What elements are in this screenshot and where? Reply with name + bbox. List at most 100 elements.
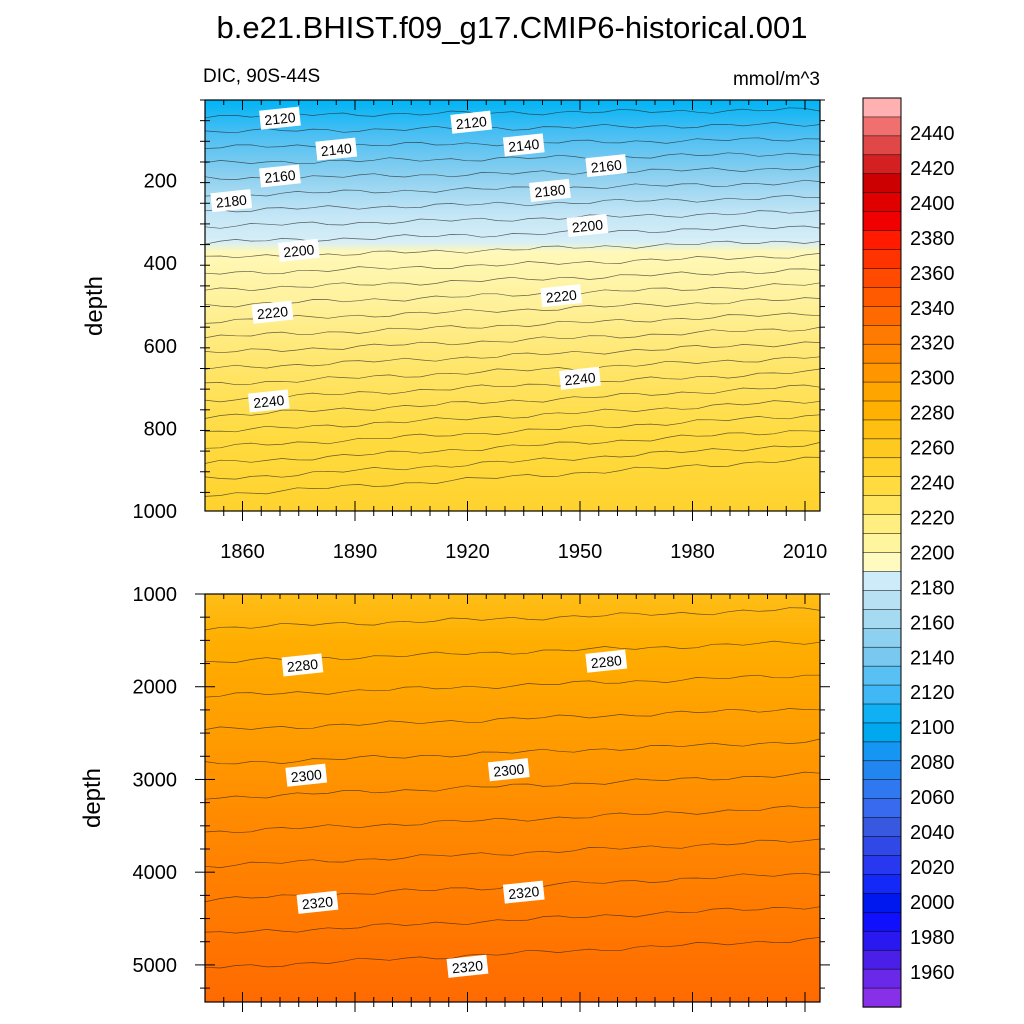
contour-label: 2180 [529,178,571,202]
colorbar-label: 1980 [910,927,955,949]
colorbar-label: 2260 [910,438,955,460]
contour-line [204,312,821,339]
y-tick-label: 2000 [133,677,178,699]
colorbar-swatch [862,514,902,535]
colorbar-swatch [862,684,902,705]
contour-label-box [529,178,571,202]
colorbar-swatch [862,874,902,895]
upper-panel: 2120214021602180220022202240212021402160… [81,99,827,563]
upper-y-axis-label: depth [81,276,108,336]
contour-line [204,297,821,324]
colorbar-swatch [862,931,902,951]
contour-label: 2300 [285,763,328,787]
colorbar-swatch [862,211,902,232]
contour-label-box [585,649,628,673]
contour-label-text: 2240 [564,369,597,388]
colorbar-swatch [862,381,902,402]
contour-line [204,194,821,213]
lower-contour-labels: 2280 2280 2300 2300 2320 2320 2320 [281,649,628,978]
contour-label-box [259,106,301,130]
colorbar-label: 2360 [910,263,955,285]
colorbar-label: 2020 [910,857,955,879]
contour-label-box [502,880,545,904]
colorbar-swatch [862,116,902,137]
colorbar-swatch [862,533,902,554]
colorbar-label: 2160 [910,612,955,634]
colorbar: 2440 2420 2400 2380 2360 2340 2320 2300 2280 2260… [862,97,955,1008]
contour-label-text: 2280 [286,656,319,675]
colorbar-swatch [862,779,902,800]
contour-label-text: 2300 [492,761,525,780]
contour-label: 2200 [566,213,609,238]
y-tick-label: 800 [144,418,177,440]
contour-label-text: 2140 [507,136,540,155]
contour-line [204,936,821,969]
contour-line [204,674,820,698]
contour-label: 2280 [585,649,628,673]
colorbar-swatch [862,173,902,194]
contour-label-text: 2120 [455,113,488,132]
contour-label: 2320 [446,954,489,978]
contour-line [204,152,821,165]
contour-line [204,210,821,229]
colorbar-swatch [862,855,902,876]
contour-label-box [566,213,609,238]
y-tick-label: 4000 [133,862,178,884]
colorbar-swatch [862,798,902,819]
colorbar-swatch [862,760,902,781]
contour-label: 2180 [210,189,253,213]
contour-label-box [559,366,601,390]
colorbar-swatch [862,457,902,478]
contour-label-text: 2300 [290,766,323,785]
contour-label-box [296,890,339,914]
lower-plot-field [205,594,820,1002]
contour-line [204,282,821,308]
contour-line [204,326,821,354]
contour-label: 2120 [450,110,493,134]
colorbar-swatch [862,628,902,648]
colorbar-label: 2120 [910,682,955,704]
contour-label: 2280 [281,653,324,677]
colorbar-swatch [862,722,902,743]
x-tick-label: 1980 [670,541,715,563]
colorbar-swatch [862,249,902,270]
colorbar-swatch [862,703,902,724]
contour-line [204,368,821,403]
contour-label-text: 2180 [534,181,567,200]
contour-line [204,356,821,386]
contour-label-text: 2220 [545,287,578,306]
colorbar-swatch [862,306,902,326]
contour-line [204,107,821,119]
upper-axis-ticks: 1860 1890 1920 1950 1980 2010 200 400 600 800 1000 [133,99,827,563]
contour-label-box [259,164,301,188]
colorbar-swatch [862,476,902,497]
lower-contour-lines [204,607,821,969]
contour-label-text: 2220 [256,303,289,322]
colorbar-label: 2440 [910,123,955,145]
colorbar-swatch [862,343,902,364]
contour-label: 2320 [502,880,545,904]
contour-label: 2140 [315,137,358,161]
contour-label-text: 2120 [264,109,297,128]
contour-line [204,906,821,934]
contour-label-box [450,110,493,134]
contour-label: 2240 [559,366,601,390]
colorbar-swatch [862,987,902,1008]
lower-y-axis-label: depth [79,768,106,828]
contour-label: 2120 [259,106,301,130]
contour-label: 2220 [540,284,583,308]
colorbar-swatch [862,552,902,573]
colorbar-swatch [862,325,902,345]
contour-label: 2220 [251,300,294,324]
contour-label: 2300 [487,758,530,782]
contour-line [204,268,821,292]
colorbar-swatch [862,665,902,686]
colorbar-label: 2140 [910,647,955,669]
colorbar-swatch [862,646,902,667]
contour-label-box [540,284,583,308]
colorbar-label: 2240 [910,473,955,495]
colorbar-swatch [862,949,902,970]
contour-label: 2160 [259,164,301,188]
contour-line [204,430,821,464]
